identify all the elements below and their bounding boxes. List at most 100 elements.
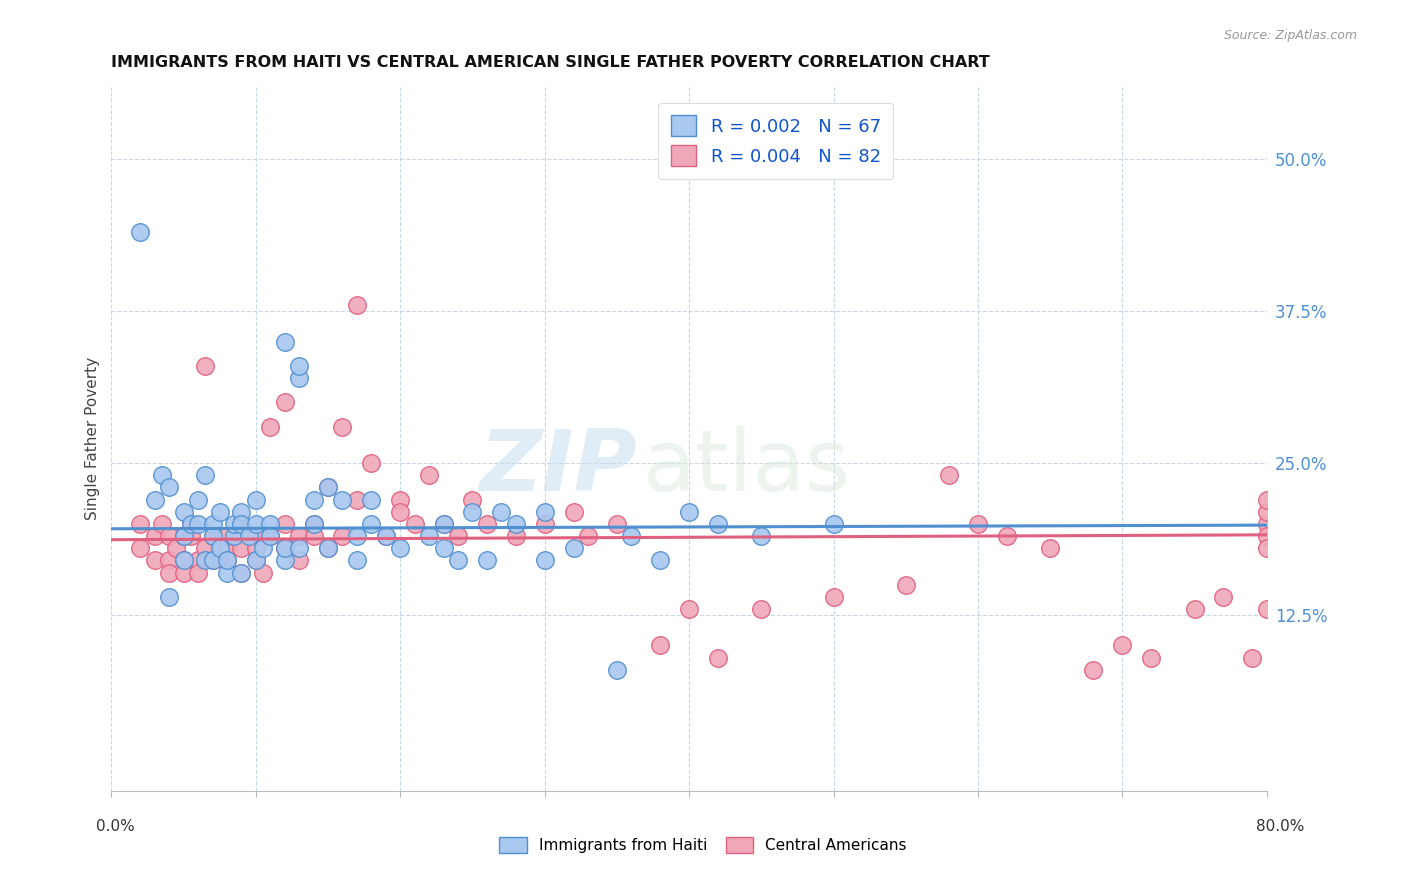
Point bbox=[332, 529, 354, 543]
Point bbox=[1256, 529, 1278, 543]
Point bbox=[201, 529, 224, 543]
Point bbox=[173, 505, 195, 519]
Point bbox=[650, 553, 672, 567]
Point bbox=[180, 529, 202, 543]
Point bbox=[461, 492, 484, 507]
Point bbox=[150, 516, 173, 531]
Point bbox=[316, 480, 339, 494]
Point bbox=[288, 371, 311, 385]
Point bbox=[346, 298, 368, 312]
Point bbox=[1212, 590, 1234, 604]
Point bbox=[533, 553, 555, 567]
Point bbox=[215, 553, 238, 567]
Point bbox=[461, 505, 484, 519]
Point bbox=[749, 529, 772, 543]
Point bbox=[332, 419, 354, 434]
Point bbox=[187, 566, 209, 580]
Legend: R = 0.002   N = 67, R = 0.004   N = 82: R = 0.002 N = 67, R = 0.004 N = 82 bbox=[658, 103, 893, 178]
Point bbox=[650, 639, 672, 653]
Point bbox=[288, 529, 311, 543]
Point bbox=[288, 553, 311, 567]
Point bbox=[245, 541, 267, 556]
Point bbox=[1039, 541, 1062, 556]
Point bbox=[316, 541, 339, 556]
Point bbox=[288, 359, 311, 373]
Point bbox=[157, 529, 180, 543]
Point bbox=[389, 505, 412, 519]
Point bbox=[194, 541, 217, 556]
Text: IMMIGRANTS FROM HAITI VS CENTRAL AMERICAN SINGLE FATHER POVERTY CORRELATION CHAR: IMMIGRANTS FROM HAITI VS CENTRAL AMERICA… bbox=[111, 55, 990, 70]
Point bbox=[1111, 639, 1133, 653]
Point bbox=[274, 516, 297, 531]
Point bbox=[157, 553, 180, 567]
Point bbox=[302, 516, 325, 531]
Point bbox=[224, 516, 246, 531]
Point bbox=[245, 553, 267, 567]
Point bbox=[129, 541, 152, 556]
Point bbox=[447, 553, 470, 567]
Point bbox=[302, 516, 325, 531]
Text: atlas: atlas bbox=[643, 425, 851, 508]
Point bbox=[505, 516, 527, 531]
Point bbox=[252, 541, 274, 556]
Point bbox=[332, 492, 354, 507]
Point bbox=[562, 541, 585, 556]
Point bbox=[1083, 663, 1105, 677]
Point bbox=[576, 529, 599, 543]
Point bbox=[1256, 516, 1278, 531]
Point bbox=[620, 529, 643, 543]
Point bbox=[231, 566, 253, 580]
Point bbox=[967, 516, 990, 531]
Point bbox=[259, 529, 281, 543]
Point bbox=[231, 541, 253, 556]
Point bbox=[360, 492, 382, 507]
Point bbox=[194, 359, 217, 373]
Point bbox=[404, 516, 426, 531]
Point bbox=[823, 516, 845, 531]
Point bbox=[938, 468, 960, 483]
Point bbox=[143, 553, 166, 567]
Text: 80.0%: 80.0% bbox=[1257, 819, 1305, 834]
Point bbox=[259, 529, 281, 543]
Point bbox=[678, 505, 700, 519]
Point bbox=[173, 553, 195, 567]
Point bbox=[389, 492, 412, 507]
Point bbox=[274, 395, 297, 409]
Point bbox=[173, 529, 195, 543]
Point bbox=[302, 529, 325, 543]
Point bbox=[1241, 650, 1264, 665]
Point bbox=[252, 566, 274, 580]
Point bbox=[823, 590, 845, 604]
Point bbox=[346, 553, 368, 567]
Point bbox=[302, 492, 325, 507]
Point bbox=[231, 505, 253, 519]
Point bbox=[180, 516, 202, 531]
Point bbox=[475, 516, 498, 531]
Point bbox=[418, 529, 440, 543]
Point bbox=[245, 492, 267, 507]
Point bbox=[245, 529, 267, 543]
Text: Source: ZipAtlas.com: Source: ZipAtlas.com bbox=[1223, 29, 1357, 42]
Point bbox=[208, 541, 231, 556]
Point bbox=[231, 566, 253, 580]
Point bbox=[150, 468, 173, 483]
Point bbox=[165, 541, 187, 556]
Point bbox=[432, 516, 454, 531]
Point bbox=[447, 529, 470, 543]
Point bbox=[180, 516, 202, 531]
Point bbox=[274, 541, 297, 556]
Point bbox=[259, 419, 281, 434]
Point bbox=[173, 529, 195, 543]
Point bbox=[259, 516, 281, 531]
Point bbox=[475, 553, 498, 567]
Point bbox=[157, 480, 180, 494]
Point bbox=[143, 529, 166, 543]
Point bbox=[360, 516, 382, 531]
Point bbox=[215, 541, 238, 556]
Point bbox=[894, 577, 917, 591]
Point bbox=[194, 468, 217, 483]
Point bbox=[274, 334, 297, 349]
Point bbox=[215, 566, 238, 580]
Point bbox=[505, 529, 527, 543]
Point bbox=[187, 553, 209, 567]
